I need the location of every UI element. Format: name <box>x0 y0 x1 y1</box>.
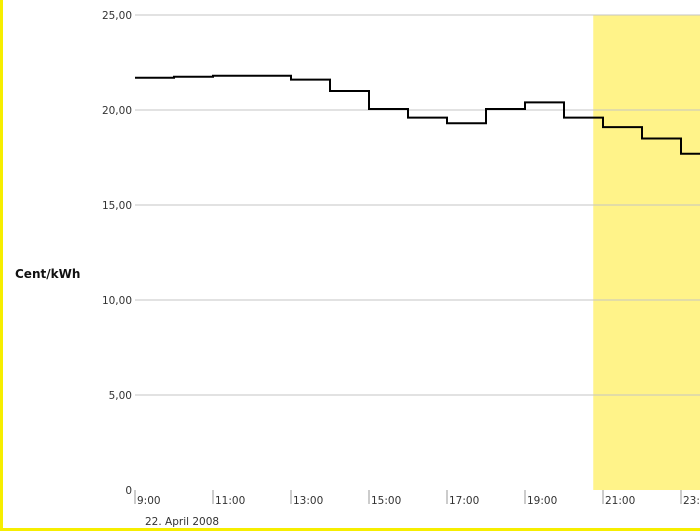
y-tick-label: 5,00 <box>109 390 132 402</box>
y-tick-label: 10,00 <box>102 295 132 307</box>
y-tick-label: 0 <box>125 485 132 497</box>
x-tick-label: 9:00 <box>137 495 161 507</box>
y-tick-label: 20,00 <box>102 105 132 117</box>
y-tick-label: 15,00 <box>102 200 132 212</box>
x-tick-label: 15:00 <box>371 495 401 507</box>
x-tick-label: 17:00 <box>449 495 479 507</box>
y-tick-label: 25,00 <box>102 10 132 22</box>
price-step-chart: 0 5,00 10,00 15,00 20,00 25,00 9:00 11:00 13:00 1… <box>15 10 700 528</box>
price-step-line <box>135 74 700 155</box>
x-tick-label: 13:00 <box>293 495 323 507</box>
y-axis-label: Cent/kWh <box>15 267 80 281</box>
date-label: 22. April 2008 <box>145 516 219 528</box>
night-highlight-band <box>593 15 700 490</box>
x-tick-label: 11:00 <box>215 495 245 507</box>
x-tick-label: 23:00 <box>683 495 700 507</box>
x-tick-label: 21:00 <box>605 495 635 507</box>
x-tick-label: 19:00 <box>527 495 557 507</box>
